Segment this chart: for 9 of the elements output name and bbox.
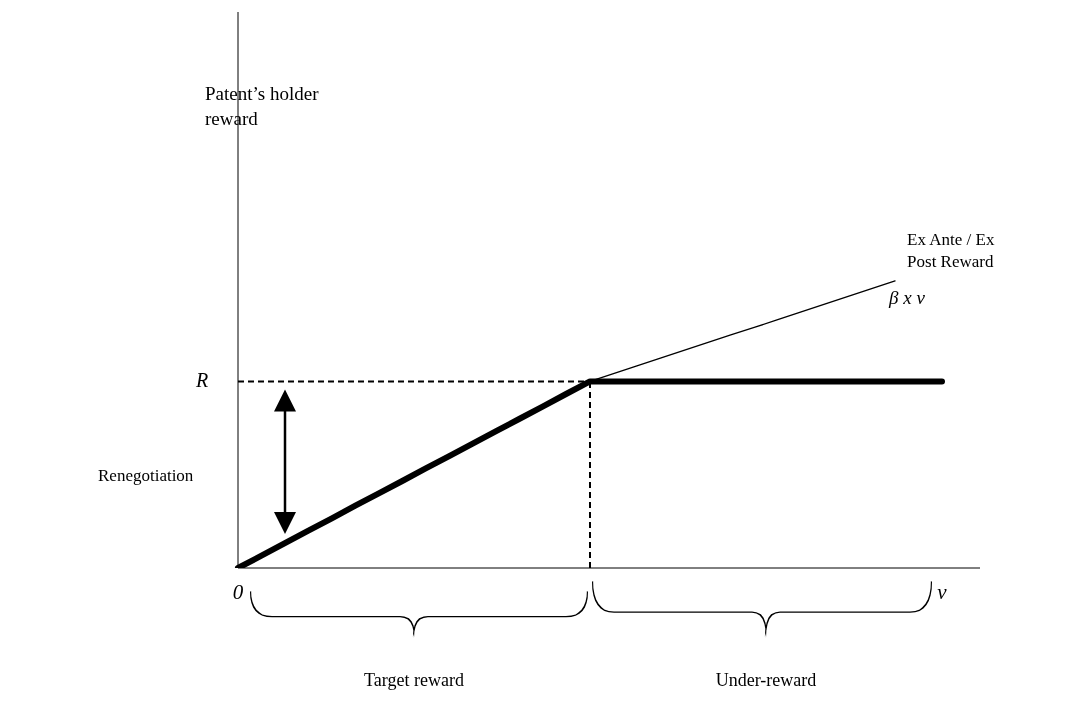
series-label: Ex Ante / Ex Post Reward — [907, 228, 996, 273]
x-tick-label: v — [937, 579, 948, 604]
x-tick-label: 0 — [232, 579, 244, 604]
text: Renegotiation — [98, 464, 195, 487]
annotation: β x v — [889, 285, 926, 310]
text: Under-reward — [714, 669, 818, 692]
text: Target reward — [363, 669, 465, 692]
text: Patent’s holder reward — [205, 82, 320, 131]
ref-line-label: R — [196, 369, 209, 393]
